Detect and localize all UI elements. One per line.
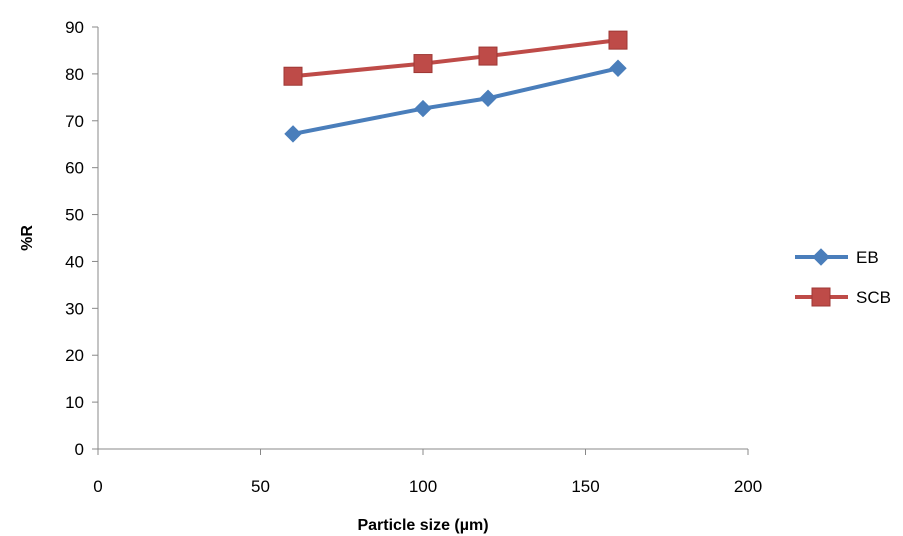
data-point-eb	[284, 125, 302, 143]
data-point-eb	[609, 59, 627, 77]
legend-label-scb: SCB	[856, 288, 891, 307]
x-ticks: 0 50 100 150 200	[93, 449, 762, 496]
x-axis-title: Particle size (µm)	[357, 517, 488, 534]
y-ticks: 0 10 20 30 40 50 60 70 80 90	[65, 18, 98, 459]
x-tick-label: 200	[734, 477, 762, 496]
x-tick-label: 50	[251, 477, 270, 496]
y-tick-label: 10	[65, 393, 84, 412]
series-layer	[283, 30, 628, 143]
data-point-eb	[479, 89, 497, 107]
series-line-scb	[292, 38, 619, 79]
data-point-scb	[608, 30, 628, 50]
legend: EB SCB	[795, 248, 891, 307]
y-tick-label: 0	[75, 440, 84, 459]
y-tick-label: 70	[65, 112, 84, 131]
y-tick-label: 20	[65, 346, 84, 365]
axes	[97, 27, 748, 450]
x-tick-label: 150	[571, 477, 599, 496]
data-point-scb	[413, 54, 433, 74]
y-tick-label: 30	[65, 299, 84, 318]
y-tick-label: 90	[65, 18, 84, 37]
series-line-eb	[292, 66, 619, 136]
series-eb	[284, 59, 627, 143]
y-axis-title: %R	[19, 225, 36, 251]
legend-marker-eb	[812, 248, 830, 266]
y-tick-label: 50	[65, 206, 84, 225]
x-tick-label: 0	[93, 477, 102, 496]
y-tick-label: 60	[65, 159, 84, 178]
x-tick-label: 100	[409, 477, 437, 496]
legend-marker-scb	[811, 287, 831, 307]
data-point-scb	[478, 46, 498, 66]
y-tick-label: 40	[65, 252, 84, 271]
series-scb	[283, 30, 628, 86]
y-tick-label: 80	[65, 65, 84, 84]
data-point-scb	[283, 66, 303, 86]
data-point-eb	[414, 99, 432, 118]
legend-label-eb: EB	[856, 248, 879, 267]
